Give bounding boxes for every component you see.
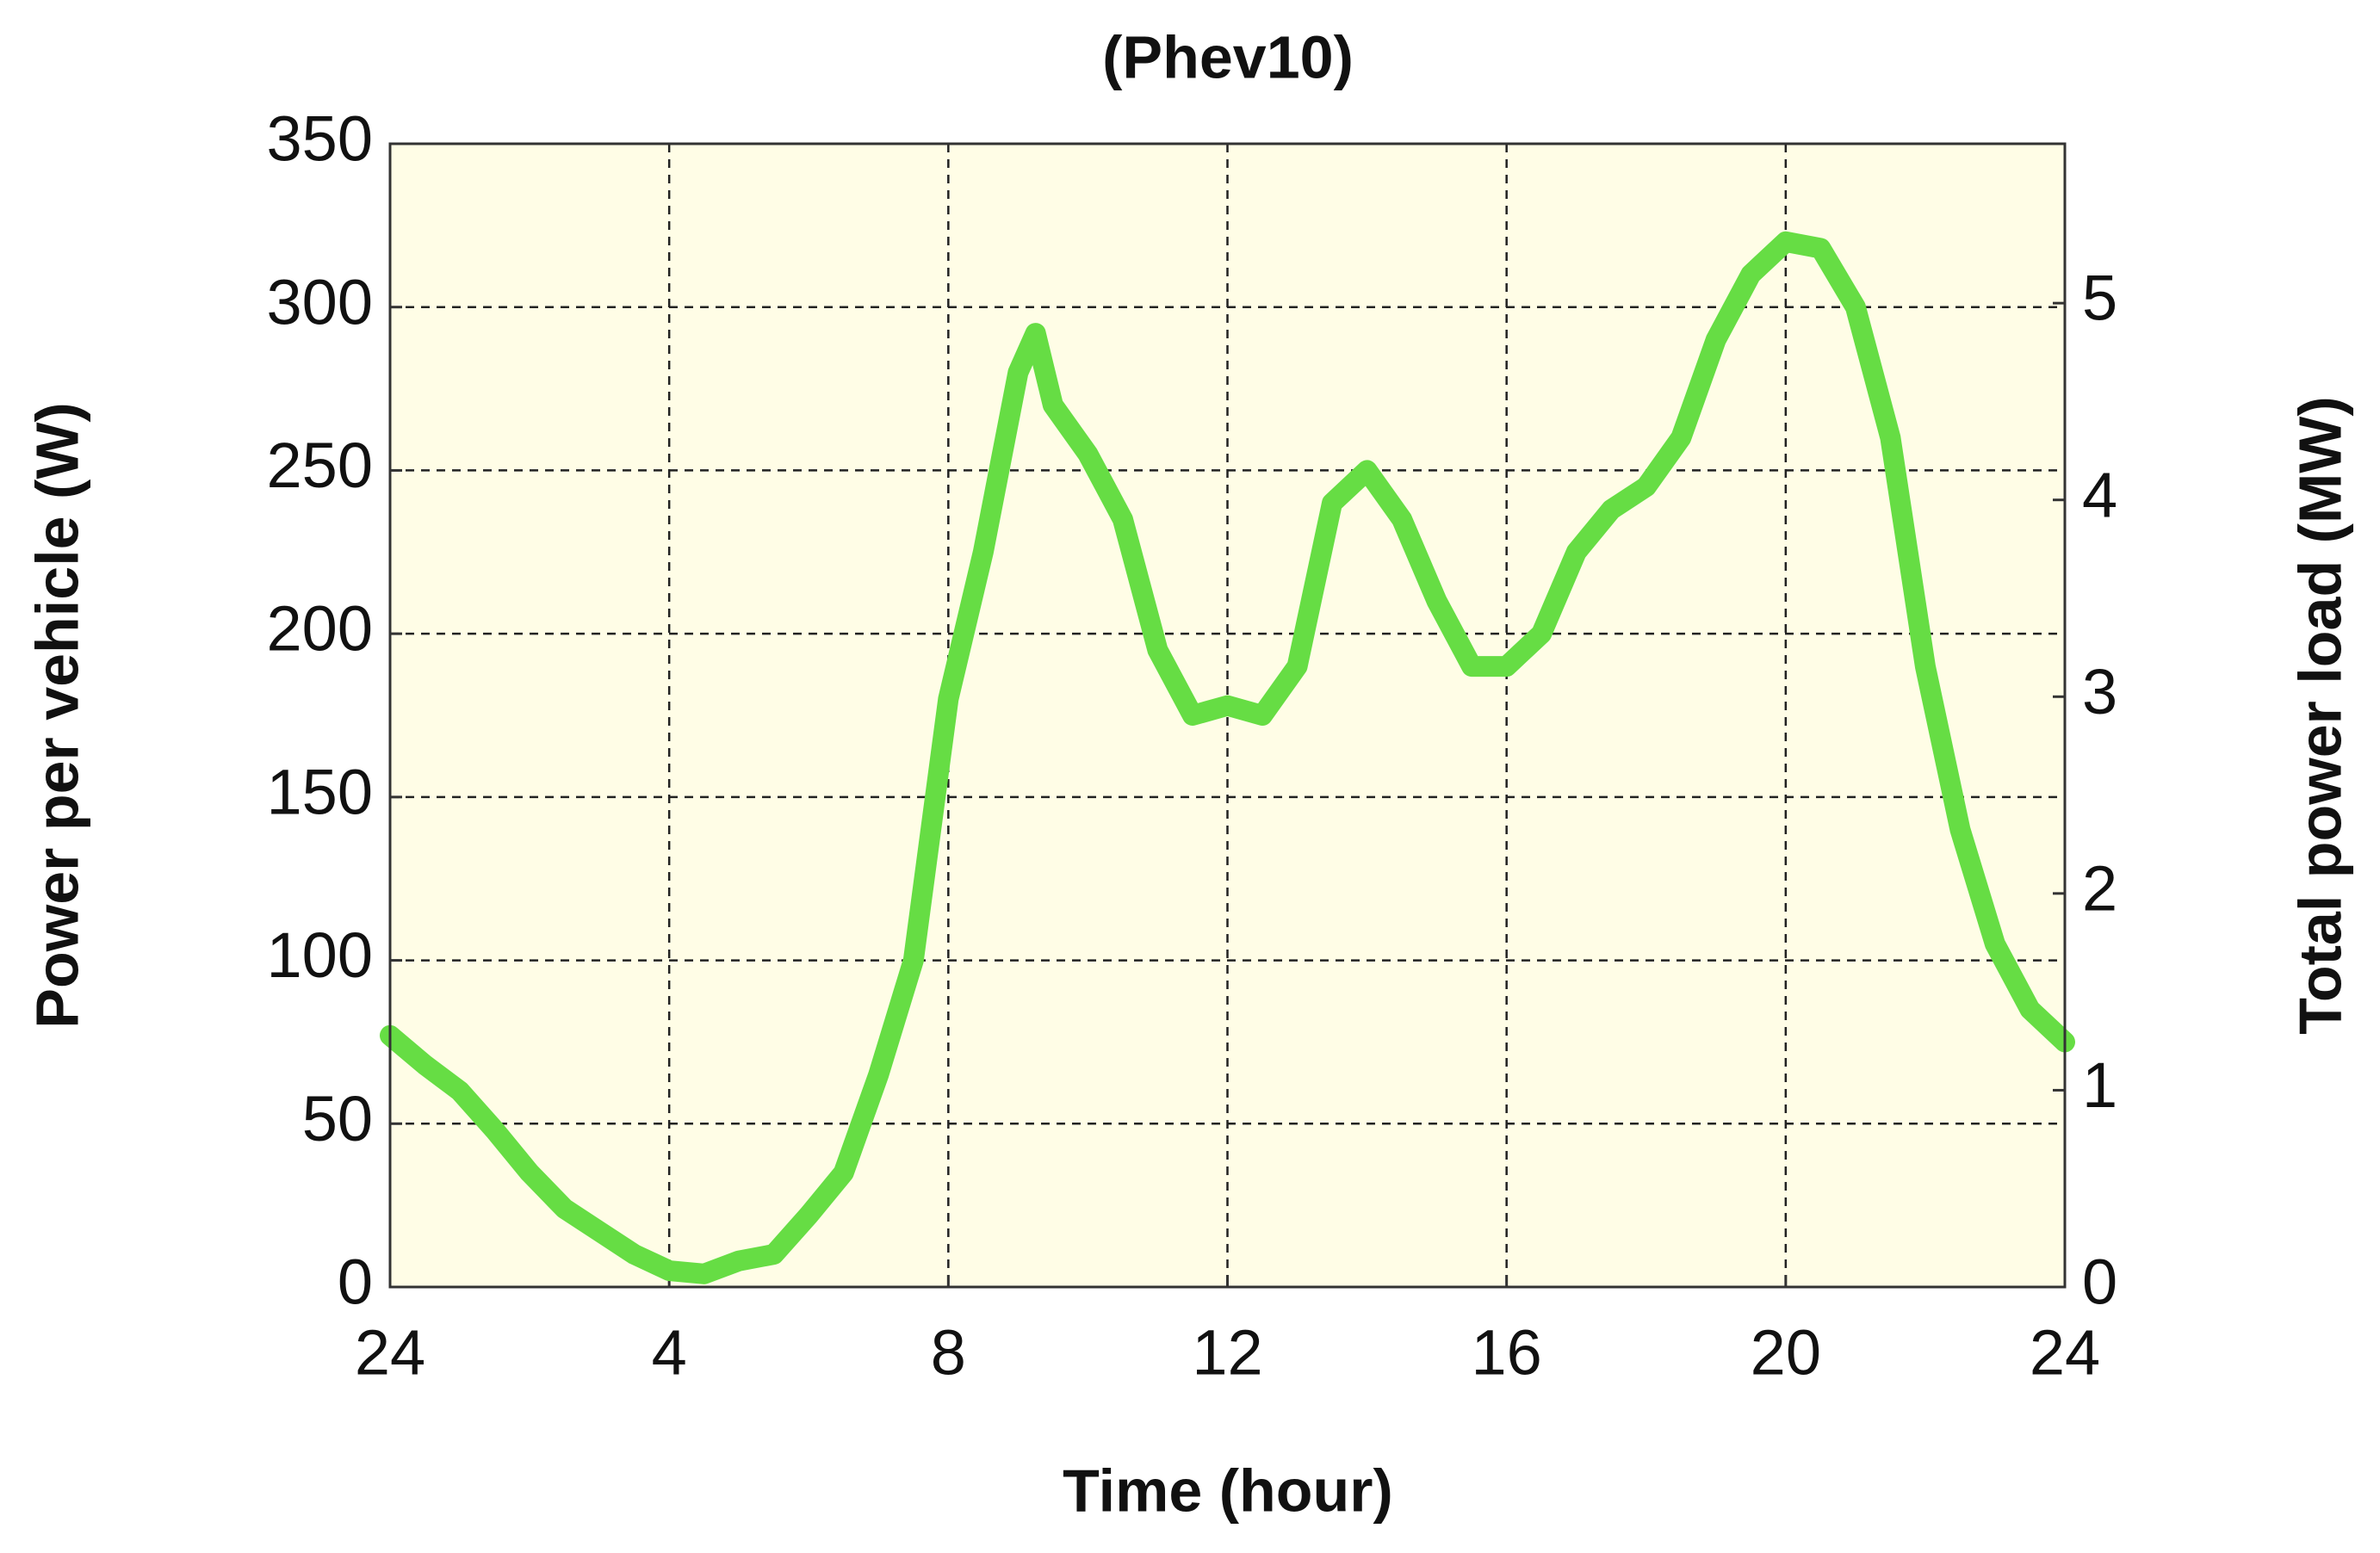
y2-tick-label: 5 <box>2082 263 2117 334</box>
x-tick-label: 24 <box>2030 1317 2100 1389</box>
y2-tick-label: 1 <box>2082 1049 2117 1121</box>
x-tick-label: 4 <box>652 1317 687 1389</box>
x-tick-label: 20 <box>1751 1317 1821 1389</box>
y-tick-label: 350 <box>267 103 373 175</box>
y2-axis-label: Total power load (MW) <box>2286 396 2353 1034</box>
x-tick-label: 24 <box>355 1317 425 1389</box>
plot-frame <box>388 142 2067 1289</box>
y-tick-label: 50 <box>302 1083 373 1154</box>
data-line <box>380 231 2075 1284</box>
y-tick-label: 100 <box>267 919 373 991</box>
y-tick-label: 250 <box>267 430 373 501</box>
chart-title: (Phev10) <box>1102 23 1354 90</box>
y2-tick-label: 3 <box>2082 656 2117 727</box>
y2-tick-label: 0 <box>2082 1247 2117 1318</box>
y-axis-label: Power per vehicle (W) <box>23 402 90 1028</box>
y-tick-label: 0 <box>338 1247 373 1318</box>
y-tick-label: 300 <box>267 266 373 337</box>
y2-tick-label: 4 <box>2082 459 2117 530</box>
y2-tick-label: 2 <box>2082 852 2117 924</box>
x-tick-label: 16 <box>1472 1317 1542 1389</box>
x-tick-label: 8 <box>931 1317 966 1389</box>
x-axis-label: Time (hour) <box>1063 1457 1393 1524</box>
y-tick-label: 200 <box>267 593 373 665</box>
y-tick-label: 150 <box>267 756 373 827</box>
x-tick-label: 12 <box>1192 1317 1262 1389</box>
